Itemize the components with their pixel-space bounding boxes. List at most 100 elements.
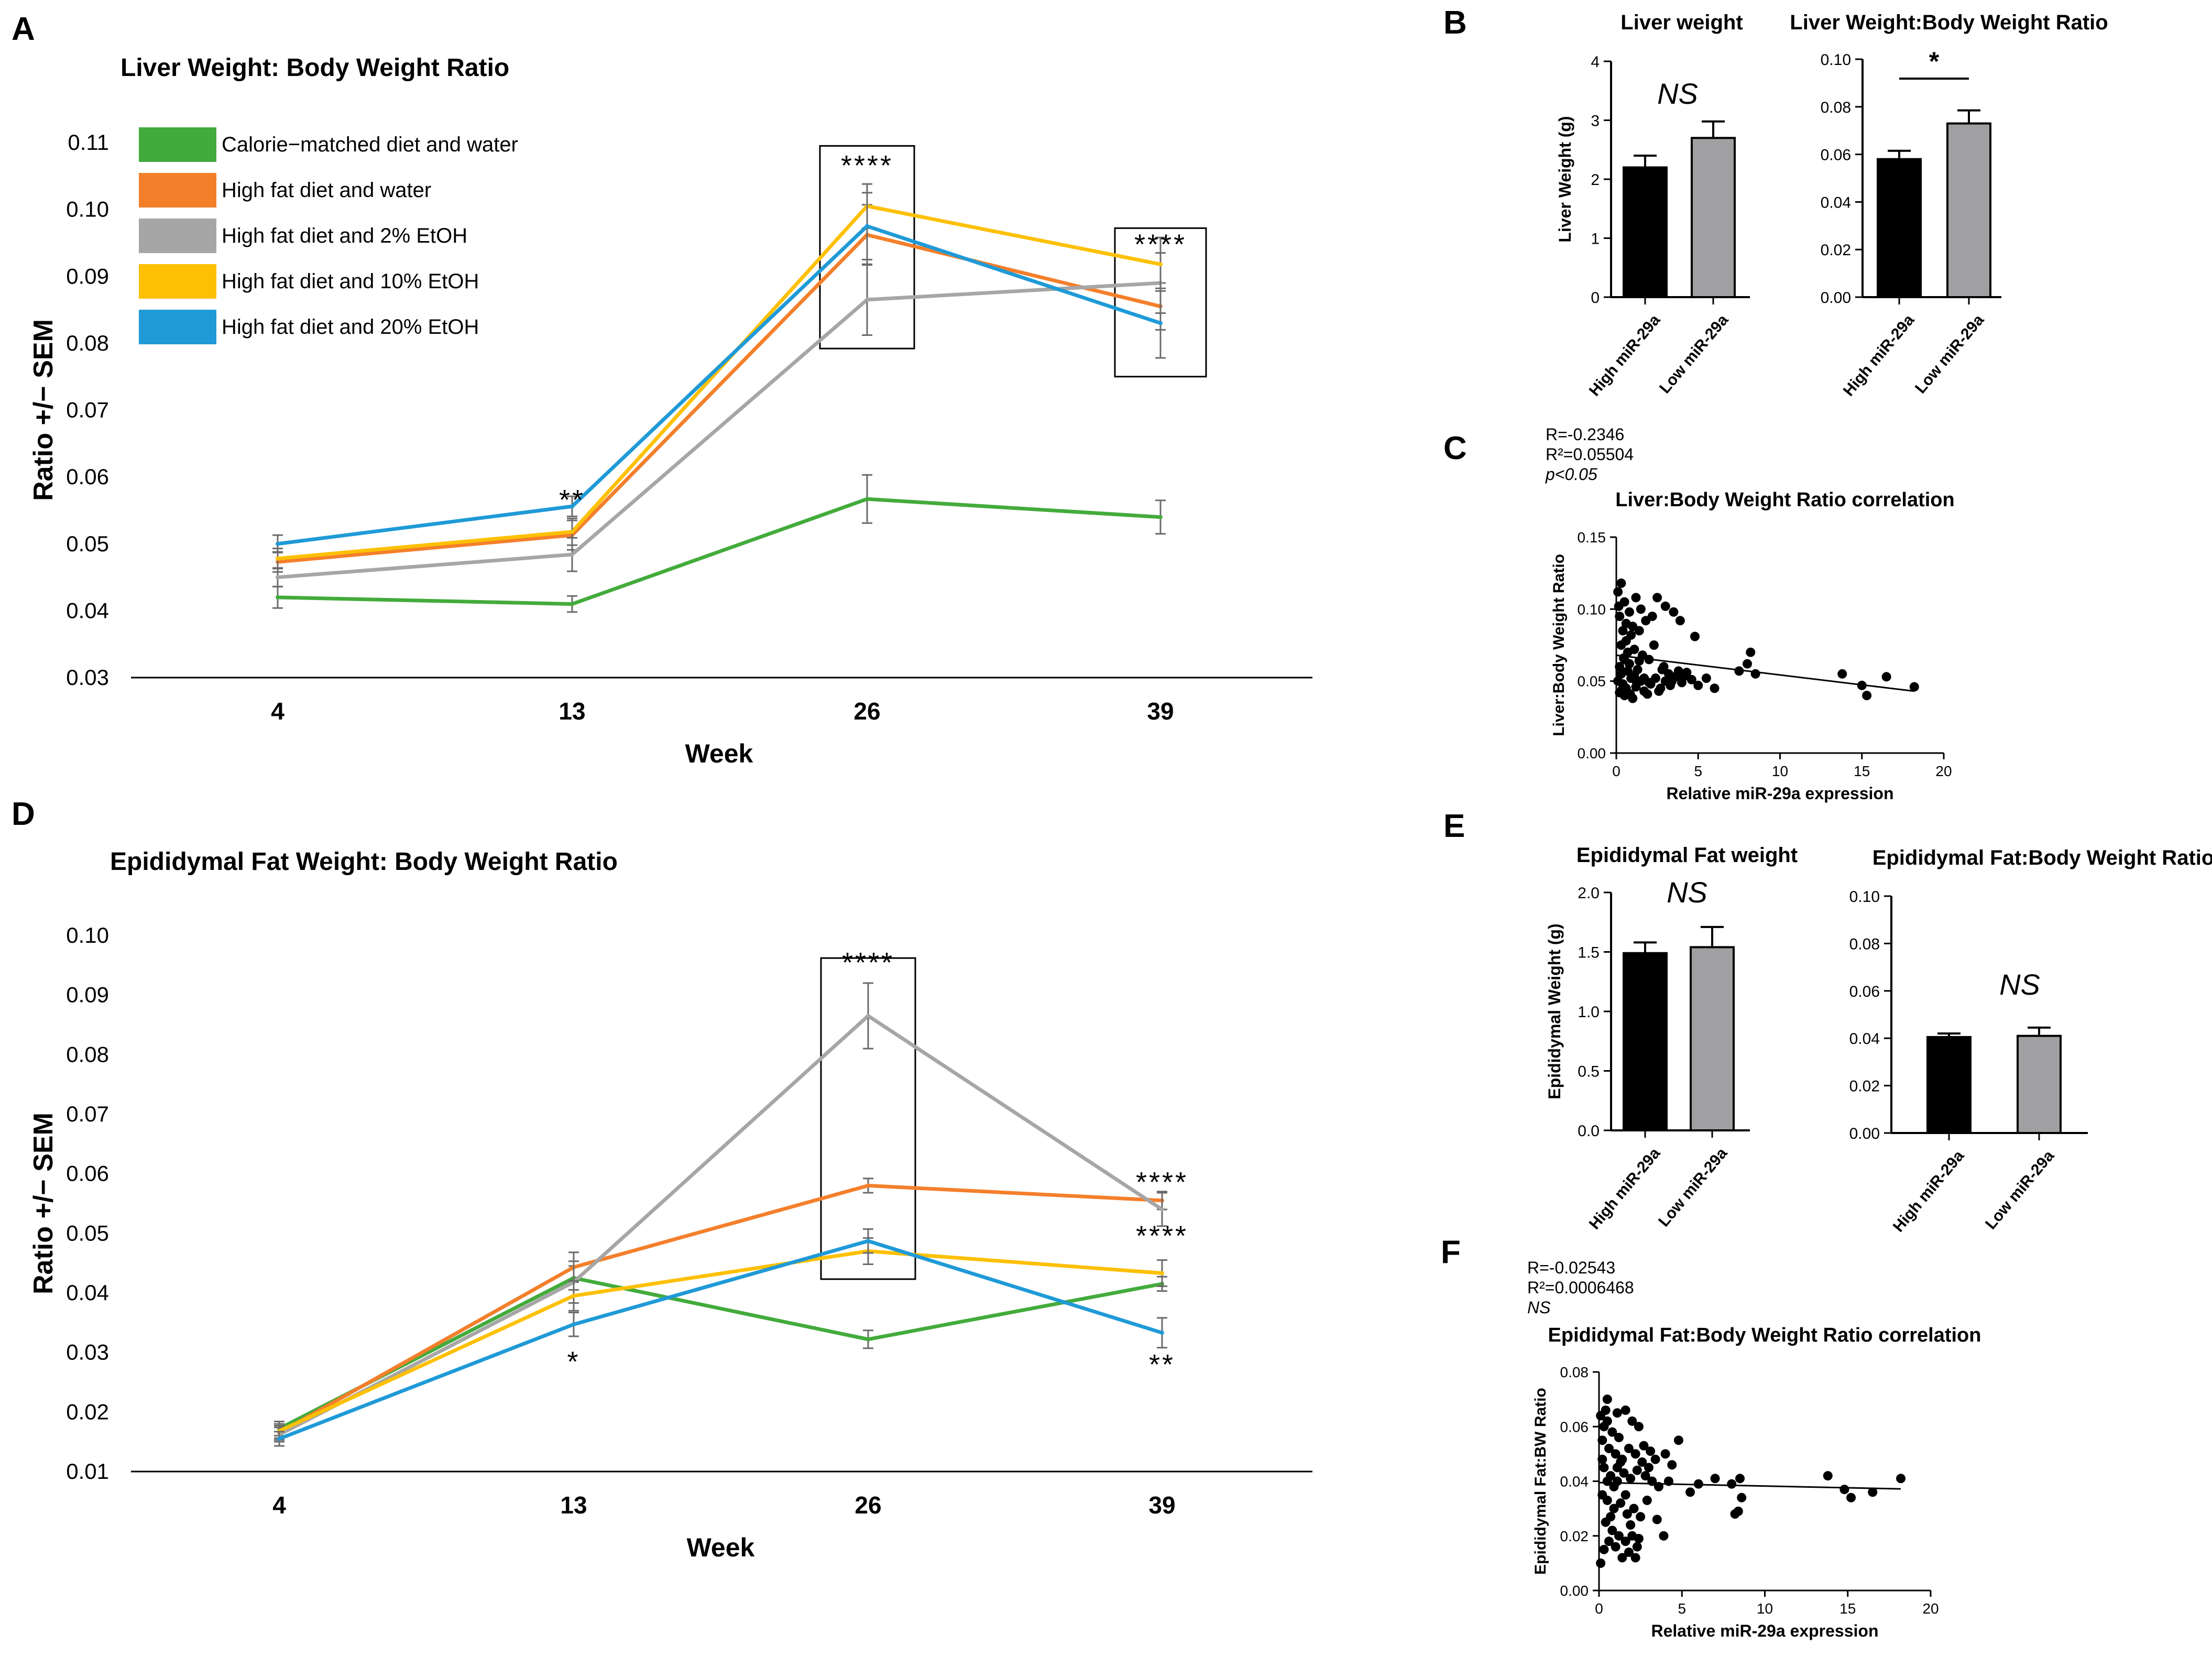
legend-label-1: Calorie−matched diet and water <box>222 133 518 156</box>
x-tick-label: 13 <box>559 698 585 725</box>
scatter-point <box>1733 1506 1743 1516</box>
x-tick-label: 5 <box>1678 1600 1686 1617</box>
scatter-point <box>1632 678 1642 688</box>
scatter-point <box>1629 1504 1639 1513</box>
significance-stars: * <box>567 1346 580 1377</box>
data-point <box>572 1293 576 1298</box>
scatter-point <box>1862 691 1872 701</box>
bar-1 <box>1877 158 1922 298</box>
y-axis-title: Ratio +/− SEM <box>28 1113 59 1294</box>
y-tick-label: 0.06 <box>66 1161 109 1186</box>
scatter-point <box>1642 689 1652 699</box>
data-point <box>866 1014 870 1018</box>
scatter-point <box>1693 680 1703 690</box>
regression-line <box>1598 1481 1901 1490</box>
data-point <box>866 1239 870 1244</box>
scatter-point <box>1604 1537 1614 1546</box>
scatter-point <box>1652 1515 1662 1524</box>
y-tick-label: 0.09 <box>66 983 109 1007</box>
y-tick-label: 0.10 <box>66 197 109 222</box>
scatter-point <box>1909 682 1919 692</box>
scatter-point <box>1615 612 1625 622</box>
stat-line-1: R=-0.2346 <box>1546 425 1624 444</box>
scatter-point <box>1642 1495 1652 1505</box>
scatter-point <box>1617 1553 1627 1563</box>
scatter-point <box>1597 1454 1607 1464</box>
data-point <box>865 224 869 228</box>
data-point <box>866 1183 870 1188</box>
y-tick-label: 0.08 <box>66 1042 109 1066</box>
y-tick-label: 0.11 <box>68 130 109 155</box>
y-tick-label: 0.00 <box>1849 1125 1880 1142</box>
x-tick-label: 26 <box>855 1491 881 1519</box>
y-tick-label: 0.0 <box>1578 1123 1600 1140</box>
y-tick-label: 0.02 <box>1849 1078 1880 1095</box>
scatter-point <box>1881 672 1891 682</box>
chart-title: Epididymal Fat:Body Weight Ratio correla… <box>1548 1324 1981 1346</box>
scatter-point <box>1639 1441 1649 1451</box>
scatter-point <box>1620 1405 1630 1415</box>
data-point <box>570 602 574 606</box>
scatter-point <box>1625 607 1634 617</box>
x-tick-label: 0 <box>1612 763 1620 779</box>
scatter-point <box>1673 1435 1683 1445</box>
bar-2 <box>1691 137 1736 298</box>
scatter-point <box>1612 1408 1622 1418</box>
scatter-point <box>1609 1504 1619 1513</box>
scatter-point <box>1846 1492 1856 1502</box>
y-tick-label: 0.10 <box>1578 601 1606 617</box>
significance-star: * <box>1929 47 1940 76</box>
series-line-3 <box>278 1014 1163 1436</box>
data-point <box>276 575 280 580</box>
scatter-point <box>1609 1481 1619 1491</box>
scatter-point <box>1620 1490 1630 1500</box>
scatter-point <box>1614 1531 1624 1541</box>
scatter-point <box>1624 1443 1634 1453</box>
scatter-point <box>1734 666 1744 676</box>
data-point <box>1160 1207 1164 1212</box>
scatter-point <box>1611 1542 1620 1552</box>
line-chart-d: Epididymal Fat Weight: Body Weight Ratio… <box>28 848 1312 1562</box>
legend-swatch-5 <box>139 310 216 344</box>
scatter-point <box>1632 1465 1642 1475</box>
y-tick-label: 0.06 <box>1560 1419 1589 1435</box>
x-tick-label: 0 <box>1595 1600 1603 1617</box>
y-tick-label: 0.08 <box>1849 935 1880 953</box>
scatter-point <box>1667 676 1677 686</box>
scatter-point <box>1602 1476 1612 1486</box>
series-line-5 <box>277 224 1162 546</box>
y-tick-label: 0.02 <box>1560 1528 1589 1544</box>
series-line-4 <box>278 1249 1163 1433</box>
scatter-point <box>1839 1485 1849 1495</box>
series-line-2 <box>277 233 1161 564</box>
x-tick-label: 39 <box>1148 1491 1175 1519</box>
panel-label-c: C <box>1443 430 1467 466</box>
y-tick-label: 0.09 <box>66 264 109 288</box>
scatter-point <box>1660 601 1670 611</box>
data-point <box>1160 1271 1164 1276</box>
scatter-point <box>1625 689 1635 699</box>
y-tick-label: 0.02 <box>1821 242 1851 259</box>
scatter-point <box>1667 1460 1677 1470</box>
y-tick-label: 0.01 <box>66 1459 109 1484</box>
data-point <box>1160 1331 1164 1335</box>
significance-stars: **** <box>1136 1221 1188 1252</box>
scatter-point <box>1710 683 1720 693</box>
scatter-point <box>1614 1433 1624 1443</box>
scatter-point <box>1618 626 1628 636</box>
x-tick-label: 15 <box>1854 763 1870 779</box>
legend-swatch-1 <box>139 127 216 162</box>
y-tick-label: 2.0 <box>1578 885 1600 902</box>
bar-2 <box>1946 122 1991 299</box>
legend-label-2: High fat diet and water <box>222 179 431 202</box>
scatter-point <box>1735 1474 1745 1484</box>
series-line-5 <box>278 1239 1163 1441</box>
significance-box <box>820 957 916 1280</box>
scatter-point <box>1602 1416 1612 1426</box>
bar-1 <box>1623 952 1668 1132</box>
scatter-point <box>1620 1537 1630 1546</box>
scatter-point <box>1622 1509 1632 1519</box>
scatter-point <box>1607 1526 1617 1535</box>
chart-title: Epididymal Fat Weight: Body Weight Ratio <box>110 848 618 876</box>
